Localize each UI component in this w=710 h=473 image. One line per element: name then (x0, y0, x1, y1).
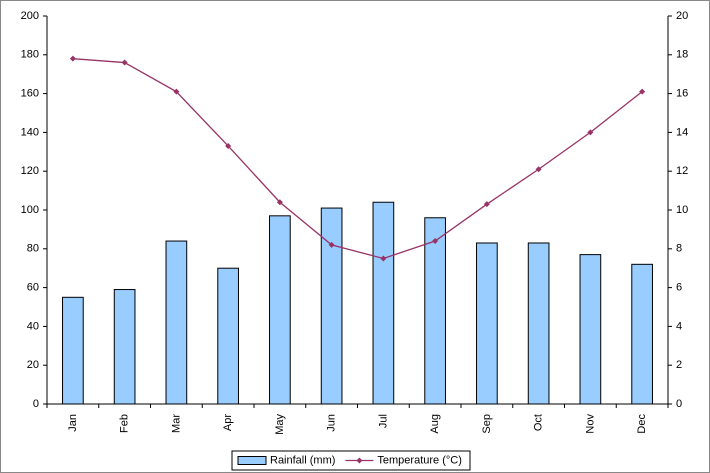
bar (579, 254, 602, 405)
y2-tick-label: 0 (676, 398, 682, 410)
bar (631, 263, 653, 405)
line-marker (432, 238, 439, 245)
x-tick-label: May (274, 414, 286, 435)
x-tick-label: Mar (170, 414, 182, 433)
bar (476, 242, 498, 405)
legend-swatch (356, 457, 363, 464)
x-tick-label: Oct (533, 414, 545, 431)
y-tick-label: 160 (21, 88, 39, 100)
y2-tick-label: 20 (676, 10, 688, 22)
bar (372, 201, 395, 405)
y2-tick-label: 6 (676, 282, 682, 294)
y2-tick-label: 14 (676, 126, 688, 138)
bar (62, 296, 84, 405)
x-tick-label: Nov (584, 414, 596, 434)
x-tick-label: Aug (429, 414, 441, 434)
x-tick-label: Feb (119, 414, 131, 433)
y2-tick-label: 4 (676, 320, 682, 332)
y-tick-label: 200 (21, 10, 39, 22)
line-marker (587, 129, 594, 136)
y-tick-label: 80 (27, 243, 39, 255)
x-tick-label: Jun (326, 414, 338, 432)
y-tick-label: 0 (33, 398, 39, 410)
bar (527, 242, 550, 405)
line-marker (483, 201, 490, 208)
line-marker (121, 59, 128, 66)
line-marker (173, 88, 180, 95)
bar (320, 207, 343, 405)
legend-swatch (237, 456, 267, 465)
y2-tick-label: 18 (676, 49, 688, 61)
legend-label: Rainfall (mm) (270, 454, 335, 466)
line-marker (225, 142, 232, 149)
bar (269, 215, 291, 405)
bar (424, 217, 446, 405)
x-tick-label: Dec (636, 414, 648, 434)
y2-tick-label: 16 (676, 88, 688, 100)
bar (165, 240, 188, 405)
line-marker (328, 241, 335, 248)
line-marker (276, 199, 283, 206)
y2-tick-label: 8 (676, 243, 682, 255)
line (72, 58, 643, 260)
x-tick-label: Jan (67, 414, 79, 432)
x-tick-label: Jul (377, 414, 389, 428)
line-marker (639, 88, 646, 95)
y-tick-label: 40 (27, 320, 39, 332)
y2-tick-label: 10 (676, 204, 688, 216)
y2-tick-label: 2 (676, 359, 682, 371)
x-tick-label: Sep (481, 414, 493, 434)
y-tick-label: 120 (21, 165, 39, 177)
bar (217, 267, 239, 405)
line-marker (535, 166, 542, 173)
line-marker (380, 255, 387, 262)
y2-tick-label: 12 (676, 165, 688, 177)
bar (113, 289, 136, 405)
legend-label: Temperature (°C) (377, 454, 461, 466)
x-tick-label: Apr (222, 414, 234, 431)
y-tick-label: 60 (27, 282, 39, 294)
y-tick-label: 140 (21, 126, 39, 138)
line-marker (69, 55, 76, 62)
y-tick-label: 20 (27, 359, 39, 371)
y-tick-label: 180 (21, 49, 39, 61)
legend: Rainfall (mm) Temperature (°C) (231, 450, 471, 471)
y-tick-label: 100 (21, 204, 39, 216)
